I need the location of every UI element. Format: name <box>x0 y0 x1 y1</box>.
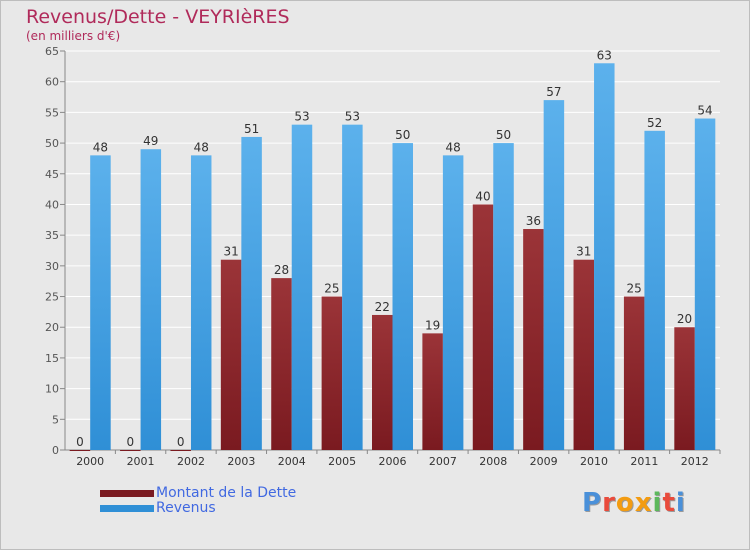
data-label-revenus: 48 <box>445 140 460 154</box>
data-label-dette: 0 <box>177 435 185 449</box>
data-label-revenus: 57 <box>546 85 561 99</box>
y-tick-label: 55 <box>45 106 59 119</box>
legend-item-dette: Montant de la Dette <box>100 486 296 501</box>
y-tick-label: 45 <box>45 168 59 181</box>
data-label-revenus: 52 <box>647 116 662 130</box>
x-tick-label: 2004 <box>278 455 306 468</box>
bar-dette <box>120 450 141 451</box>
bar-revenus <box>90 155 111 450</box>
bar-revenus <box>644 130 665 451</box>
data-label-revenus: 51 <box>244 122 259 136</box>
bar-revenus <box>392 143 413 451</box>
bar-dette <box>573 259 595 450</box>
data-label-dette: 25 <box>324 282 339 296</box>
y-tick-label: 20 <box>45 321 59 334</box>
data-label-revenus: 50 <box>395 128 410 142</box>
x-tick-label: 2003 <box>227 455 255 468</box>
x-tick-label: 2008 <box>479 455 507 468</box>
data-label-revenus: 53 <box>294 110 309 124</box>
legend-item-revenus: Revenus <box>100 501 296 516</box>
data-label-dette: 31 <box>223 245 238 259</box>
bar-dette <box>170 450 191 451</box>
bar-revenus <box>543 100 565 450</box>
x-tick-label: 2005 <box>328 455 356 468</box>
bar-dette <box>321 296 343 450</box>
data-label-revenus: 48 <box>194 140 209 154</box>
chart-subtitle: (en milliers d'€) <box>26 29 121 43</box>
data-label-dette: 19 <box>425 318 440 332</box>
bar-dette <box>674 327 695 450</box>
bar-dette <box>422 333 443 450</box>
data-label-revenus: 49 <box>143 134 158 148</box>
logo-letter: i <box>675 488 686 518</box>
x-tick-label: 2007 <box>429 455 457 468</box>
bar-revenus <box>342 124 363 451</box>
y-tick-label: 0 <box>52 444 59 457</box>
bar-dette <box>220 259 242 450</box>
y-tick-label: 50 <box>45 137 59 150</box>
bar-revenus <box>190 155 212 450</box>
x-tick-label: 2010 <box>580 455 608 468</box>
data-label-revenus: 50 <box>496 128 511 142</box>
logo-letter: i <box>652 488 663 518</box>
data-label-revenus: 54 <box>697 104 712 118</box>
y-tick-label: 15 <box>45 352 59 365</box>
data-label-dette: 22 <box>375 300 390 314</box>
data-label-revenus: 53 <box>345 110 360 124</box>
x-tick-label: 2000 <box>76 455 104 468</box>
y-tick-label: 60 <box>45 76 59 89</box>
y-tick-label: 65 <box>45 45 59 58</box>
logo-letter: P <box>582 488 603 518</box>
data-label-dette: 0 <box>76 435 84 449</box>
bar-revenus <box>594 63 615 451</box>
bar-dette <box>69 450 91 451</box>
y-tick-label: 40 <box>45 198 59 211</box>
legend-label-dette: Montant de la Dette <box>156 485 297 501</box>
bar-revenus <box>140 149 162 450</box>
bar-revenus <box>493 143 514 451</box>
data-label-dette: 36 <box>526 214 541 228</box>
data-label-dette: 28 <box>274 263 289 277</box>
x-tick-label: 2009 <box>530 455 558 468</box>
legend-swatch-revenus <box>100 505 154 512</box>
y-tick-label: 5 <box>52 413 59 426</box>
y-tick-label: 35 <box>45 229 59 242</box>
data-label-revenus: 63 <box>597 48 612 62</box>
proxiti-logo: Proxiti <box>582 488 686 518</box>
x-tick-label: 2011 <box>630 455 658 468</box>
bar-revenus <box>442 155 464 450</box>
data-label-dette: 25 <box>627 282 642 296</box>
bar-dette <box>523 229 544 450</box>
data-label-dette: 40 <box>475 189 490 203</box>
x-tick-label: 2012 <box>681 455 709 468</box>
bar-dette <box>472 204 494 450</box>
data-label-dette: 31 <box>576 245 591 259</box>
logo-letter: r <box>602 488 616 518</box>
data-label-dette: 20 <box>677 312 692 326</box>
bar-dette <box>372 314 393 450</box>
logo-letter: o <box>615 488 635 518</box>
bar-revenus <box>291 124 313 451</box>
logo-letter: t <box>662 488 676 518</box>
y-tick-label: 30 <box>45 260 59 273</box>
data-label-revenus: 48 <box>93 140 108 154</box>
bar-dette <box>623 296 645 450</box>
bar-dette <box>271 278 292 450</box>
chart-title: Revenus/Dette - VEYRIèRES <box>26 6 290 28</box>
data-label-dette: 0 <box>127 435 135 449</box>
y-tick-label: 10 <box>45 383 59 396</box>
logo-letter: x <box>634 488 653 518</box>
bar-revenus <box>694 118 716 451</box>
legend-label-revenus: Revenus <box>156 500 216 516</box>
legend: Montant de la Dette Revenus <box>100 486 296 516</box>
bar-revenus <box>241 136 262 450</box>
x-tick-label: 2002 <box>177 455 205 468</box>
x-tick-label: 2001 <box>127 455 155 468</box>
y-tick-label: 25 <box>45 291 59 304</box>
legend-swatch-dette <box>100 490 154 497</box>
x-tick-label: 2006 <box>379 455 407 468</box>
